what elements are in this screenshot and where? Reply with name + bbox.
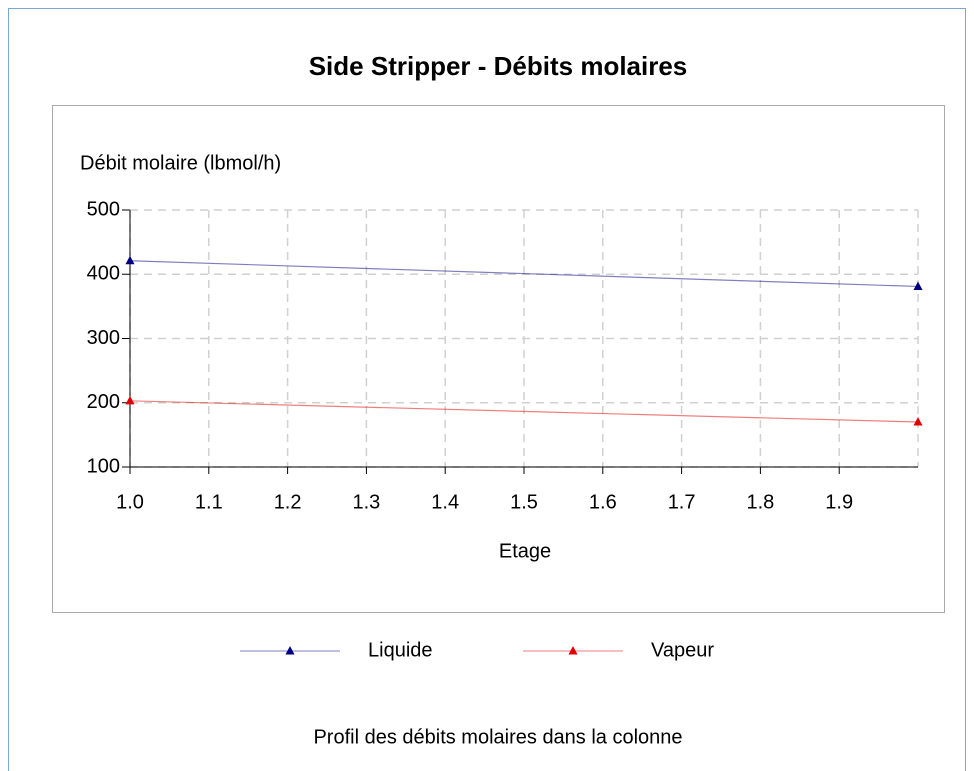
legend-marker <box>568 646 578 655</box>
legend-marker <box>285 646 295 655</box>
y-tick-label: 500 <box>87 198 120 220</box>
legend-label: Liquide <box>368 639 433 661</box>
x-tick-label: 1.3 <box>352 491 380 513</box>
x-tick-label: 1.9 <box>825 491 853 513</box>
x-tick-label: 1.6 <box>589 491 617 513</box>
point <box>125 395 135 405</box>
y-tick-label: 100 <box>87 455 120 477</box>
x-tick-label: 1.8 <box>746 491 774 513</box>
x-axis-label: Etage <box>499 540 551 562</box>
point <box>913 281 923 290</box>
point <box>913 417 923 426</box>
series-line <box>129 260 919 288</box>
x-tick-label: 1.2 <box>274 491 302 513</box>
chart-title: Side Stripper - Débits molaires <box>309 51 688 81</box>
legend-label: Vapeur <box>651 639 714 661</box>
y-tick-label: 200 <box>87 391 120 413</box>
y-axis-label: Débit molaire (lbmol/h) <box>80 152 281 174</box>
plot-frame <box>52 105 945 613</box>
point <box>125 255 135 265</box>
y-tick-label: 400 <box>87 263 120 285</box>
y-tick-label: 300 <box>87 327 120 349</box>
x-tick-label: 1.4 <box>431 491 459 513</box>
x-tick-label: 1.5 <box>510 491 538 513</box>
x-tick-label: 1.1 <box>195 491 223 513</box>
series-line <box>129 400 919 423</box>
x-tick-label: 1.7 <box>668 491 696 513</box>
page-border <box>8 8 966 771</box>
x-tick-label: 1.0 <box>116 491 144 513</box>
caption: Profil des débits molaires dans la colon… <box>313 726 682 748</box>
